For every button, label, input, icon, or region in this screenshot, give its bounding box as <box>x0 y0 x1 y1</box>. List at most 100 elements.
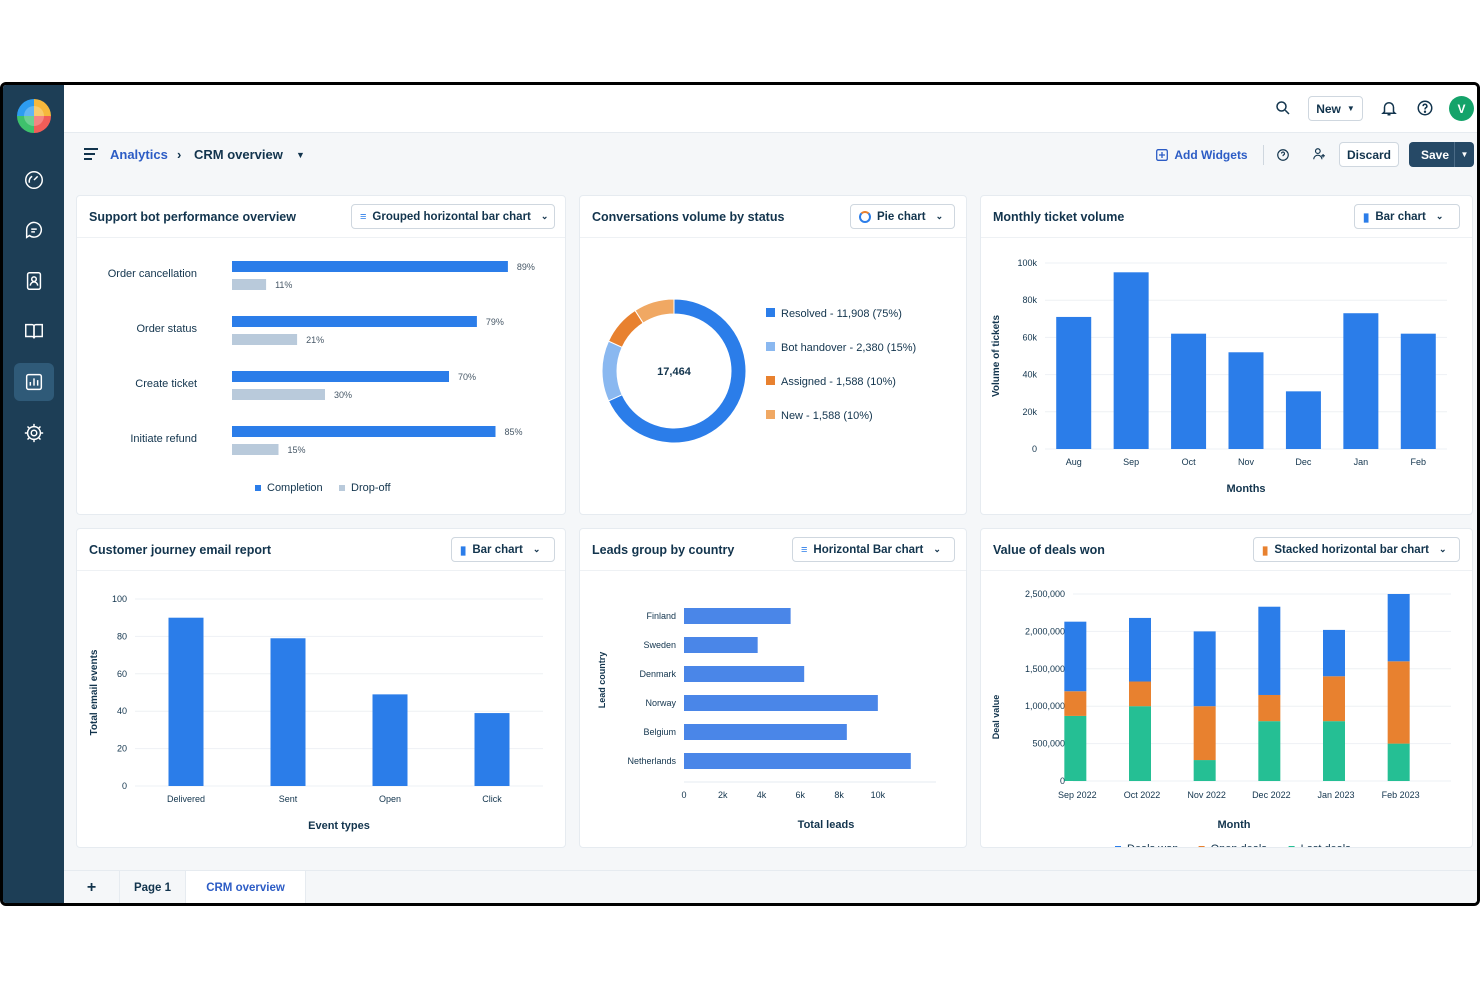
sidebar-item-conversations[interactable] <box>14 211 54 249</box>
avatar[interactable]: V <box>1449 96 1474 121</box>
app-logo[interactable] <box>17 99 51 133</box>
help-icon[interactable] <box>1416 99 1434 117</box>
bar-segment <box>1323 630 1345 676</box>
y-tick-label: 0 <box>122 781 127 791</box>
widget-title: Conversations volume by status <box>592 210 784 224</box>
gauge-icon <box>23 169 45 191</box>
add-widgets-label: Add Widgets <box>1174 148 1247 162</box>
y-tick-label: Denmark <box>639 669 676 679</box>
y-tick-label: 100 <box>112 594 127 604</box>
bar-segment <box>1388 661 1410 743</box>
bar-chart-icon: ▮ <box>460 543 466 557</box>
bar <box>232 389 325 400</box>
data-label: 30% <box>334 390 352 400</box>
sidebar-item-contacts[interactable] <box>14 262 54 300</box>
bar <box>1343 313 1378 449</box>
add-page-button[interactable]: + <box>64 871 120 904</box>
chart-email-report: 0 20 40 60 80 100 Delivered Sent Open Click Event … <box>77 572 565 847</box>
chart-type-dropdown[interactable]: ≡ Grouped horizontal bar chart ⌄ <box>351 204 555 229</box>
sidebar-item-dashboard[interactable] <box>14 161 54 199</box>
y-tick-label: 2,000,000 <box>1025 626 1065 636</box>
y-axis-title: Deal value <box>991 695 1001 740</box>
chart-type-dropdown[interactable]: Pie chart ⌄ <box>850 204 955 229</box>
bar <box>684 608 791 624</box>
y-tick-label: 60 <box>117 669 127 679</box>
bar-segment <box>1064 691 1086 716</box>
new-button[interactable]: New ▼ <box>1308 96 1363 121</box>
bar-segment <box>1064 622 1086 692</box>
bar <box>1229 352 1264 449</box>
sidebar-item-settings[interactable] <box>14 414 54 452</box>
bar-segment <box>1064 716 1086 781</box>
y-tick-label: Netherlands <box>627 756 676 766</box>
x-tick-label: Jan <box>1354 457 1369 467</box>
chevron-down-icon: ▼ <box>1347 104 1355 113</box>
y-tick-label: 2,500,000 <box>1025 589 1065 599</box>
chevron-down-icon: ⌄ <box>533 544 541 555</box>
legend-label: Open deals <box>1211 843 1268 847</box>
x-tick-label: Oct <box>1182 457 1197 467</box>
sidebar-item-knowledge-base[interactable] <box>14 312 54 350</box>
y-tick-label: 20k <box>1022 407 1037 417</box>
x-tick-label: Oct 2022 <box>1124 790 1161 800</box>
sidebar-item-analytics[interactable] <box>14 363 54 401</box>
tab-page-1[interactable]: Page 1 <box>120 871 186 904</box>
x-tick-label: Nov <box>1238 457 1255 467</box>
menu-icon[interactable] <box>84 147 100 161</box>
page-toolbar: Analytics › CRM overview ▼ Add Widgets D… <box>64 133 1477 176</box>
chevron-down-icon[interactable]: ▼ <box>296 150 305 160</box>
bar <box>1171 334 1206 449</box>
chart-type-dropdown[interactable]: ▮ Bar chart ⌄ <box>1354 204 1460 229</box>
search-icon[interactable] <box>1274 99 1292 117</box>
bar <box>684 753 911 769</box>
bar-segment <box>1258 695 1280 721</box>
chart-support-bot: Order cancellation 89% 11% Order status 79% 2… <box>77 239 565 514</box>
widget-header: Conversations volume by status Pie chart… <box>580 196 966 238</box>
bell-icon[interactable] <box>1380 99 1398 117</box>
chart-type-dropdown[interactable]: ▮ Stacked horizontal bar chart ⌄ <box>1253 537 1460 562</box>
chart-deals-value: 0 500,000 1,000,000 1,500,000 2,000,000 2,500… <box>981 572 1472 847</box>
bar <box>232 426 496 437</box>
data-label: 21% <box>306 335 324 345</box>
chart-type-dropdown[interactable]: ▮ Bar chart ⌄ <box>451 537 555 562</box>
bar <box>232 261 508 272</box>
legend-swatch <box>766 342 775 351</box>
chart-type-label: Grouped horizontal bar chart <box>372 211 530 223</box>
bar <box>1401 334 1436 449</box>
y-tick-label: Finland <box>646 611 676 621</box>
legend-swatch <box>1115 846 1121 847</box>
stacked-bar-icon: ▮ <box>1262 543 1268 557</box>
help-icon[interactable] <box>1276 148 1290 162</box>
breadcrumb-analytics[interactable]: Analytics <box>110 147 168 162</box>
data-label: 15% <box>288 445 306 455</box>
widget-header: Leads group by country ≡ Horizontal Bar … <box>580 529 966 571</box>
widget-customer-journey: Customer journey email report ▮ Bar char… <box>76 528 566 848</box>
y-tick-label: 0 <box>1060 776 1065 786</box>
y-tick-label: 80 <box>117 631 127 641</box>
widget-support-bot-performance: Support bot performance overview ≡ Group… <box>76 195 566 515</box>
pie-chart-icon <box>859 211 871 223</box>
bar <box>271 638 306 786</box>
chevron-down-icon: ⌄ <box>1439 544 1447 555</box>
tab-crm-overview[interactable]: CRM overview <box>186 871 306 904</box>
pie-slice <box>602 341 622 401</box>
chevron-down-icon[interactable]: ▼ <box>1454 142 1474 167</box>
save-button[interactable]: Save ▼ <box>1409 142 1474 167</box>
book-icon <box>23 320 45 342</box>
x-axis-title: Month <box>1218 819 1251 831</box>
chart-type-dropdown[interactable]: ≡ Horizontal Bar chart ⌄ <box>792 537 955 562</box>
bar <box>232 334 297 345</box>
x-tick-label: Feb 2023 <box>1382 790 1420 800</box>
x-tick-label: 0 <box>681 790 686 800</box>
legend-label: Completion <box>267 482 323 494</box>
horizontal-bar-icon: ≡ <box>360 211 366 223</box>
chat-icon <box>23 219 45 241</box>
x-tick-label: Sent <box>279 794 298 804</box>
y-tick-label: 100k <box>1017 258 1037 268</box>
widget-header: Customer journey email report ▮ Bar char… <box>77 529 565 571</box>
y-tick-label: 20 <box>117 744 127 754</box>
divider <box>1263 145 1264 165</box>
share-user-icon[interactable] <box>1312 147 1326 161</box>
discard-button[interactable]: Discard <box>1339 142 1399 167</box>
add-widgets-button[interactable]: Add Widgets <box>1152 142 1252 167</box>
